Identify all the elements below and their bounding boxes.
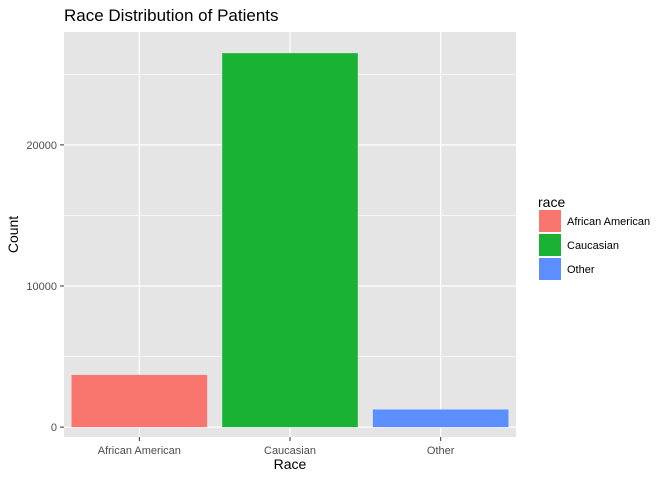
bar-other [372, 409, 509, 428]
chart-title: Race Distribution of Patients [64, 6, 279, 25]
bar-african-american [71, 374, 208, 428]
y-tick-label: 0 [51, 422, 57, 434]
legend-key-african-american [539, 210, 561, 232]
legend-label: Other [567, 264, 595, 276]
x-tick-label: Other [427, 445, 455, 457]
legend-label: African American [567, 216, 650, 228]
legend-key-other [539, 258, 561, 280]
legend-title: race [538, 194, 565, 210]
y-tick-label: 20000 [26, 140, 57, 152]
x-axis: African American Caucasian Other [98, 437, 455, 457]
x-tick-label: Caucasian [264, 445, 316, 457]
legend-key-caucasian [539, 234, 561, 256]
legend: race African American Caucasian Other [538, 194, 650, 280]
legend-label: Caucasian [567, 240, 619, 252]
x-tick-label: African American [98, 445, 181, 457]
y-axis: 0 10000 20000 [26, 140, 64, 434]
bar-caucasian [222, 53, 358, 428]
bars [71, 53, 509, 428]
y-tick-label: 10000 [26, 281, 57, 293]
y-axis-title: Count [5, 216, 21, 253]
x-axis-title: Race [274, 456, 307, 472]
